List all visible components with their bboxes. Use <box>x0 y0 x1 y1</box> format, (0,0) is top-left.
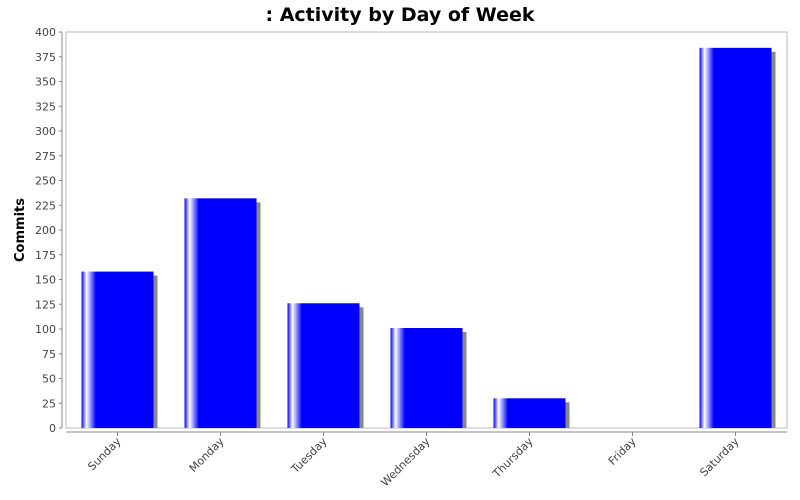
y-tick-label: 400 <box>35 26 56 39</box>
y-tick-label: 300 <box>35 125 56 138</box>
y-axis-label: Commits <box>13 198 28 262</box>
x-tick-label-tuesday: Tuesday <box>288 435 330 477</box>
y-tick-label: 350 <box>35 76 56 89</box>
x-tick-label-thursday: Thursday <box>490 435 536 481</box>
x-tick-label-monday: Monday <box>187 435 227 475</box>
y-tick-label: 375 <box>35 51 56 64</box>
x-tick-label-saturday: Saturday <box>697 435 742 480</box>
bar-tuesday <box>287 303 360 428</box>
x-tick-label-sunday: Sunday <box>85 435 124 474</box>
y-tick-label: 75 <box>42 348 56 361</box>
plot-area: 0 25 50 75 100 125 150 175 200 225 250 275 300 325 350… <box>35 26 788 490</box>
y-tick-label: 0 <box>49 422 56 435</box>
bar-sunday <box>81 271 154 428</box>
chart-title: : Activity by Day of Week <box>266 4 535 26</box>
y-tick-label: 150 <box>35 274 56 287</box>
y-tick-label: 175 <box>35 249 56 262</box>
y-tick-label: 50 <box>42 373 56 386</box>
y-tick-label: 275 <box>35 150 56 163</box>
y-tick-label: 25 <box>42 397 56 410</box>
y-tick-label: 225 <box>35 199 56 212</box>
bar-monday <box>184 198 257 428</box>
y-axis: 0 25 50 75 100 125 150 175 200 225 250 275 300 325 350… <box>35 26 63 435</box>
y-tick-label: 125 <box>35 298 56 311</box>
y-tick-label: 250 <box>35 175 56 188</box>
bar-thursday <box>493 398 566 428</box>
x-tick-label-wednesday: Wednesday <box>378 435 433 490</box>
bar-saturday <box>699 47 772 429</box>
y-tick-label: 100 <box>35 323 56 336</box>
bar-wednesday <box>390 328 463 428</box>
y-tick-label: 200 <box>35 224 56 237</box>
bars <box>81 47 772 429</box>
x-tick-label-friday: Friday <box>606 435 639 468</box>
x-axis: Sunday Monday Tuesday Wednesday Thursday Frid… <box>66 431 787 490</box>
y-tick-label: 325 <box>35 100 56 113</box>
